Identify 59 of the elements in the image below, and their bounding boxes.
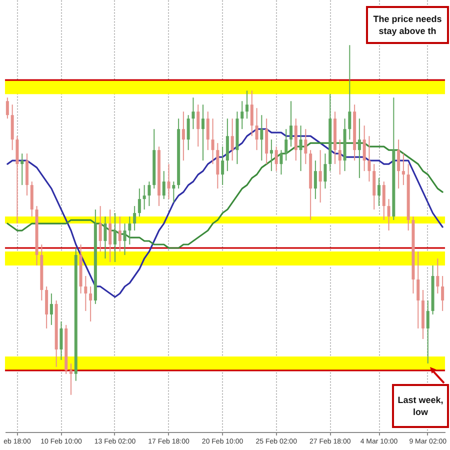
candlestick — [280, 150, 283, 176]
candlestick — [20, 153, 24, 186]
candlestick — [172, 181, 176, 204]
candlestick — [138, 188, 141, 218]
candlestick — [382, 181, 386, 221]
candlestick — [426, 300, 430, 364]
candlestick — [60, 320, 63, 360]
candlestick — [128, 216, 132, 246]
candlestick — [441, 275, 444, 312]
candlestick — [70, 362, 72, 396]
candlestick — [84, 275, 88, 312]
candlestick — [416, 251, 420, 329]
candlestick — [142, 184, 146, 210]
candlestick — [182, 111, 185, 162]
candlestick — [192, 97, 195, 130]
candlestick — [202, 104, 204, 162]
candlestick — [123, 223, 126, 256]
candlestick — [211, 118, 214, 165]
candlestick — [299, 125, 302, 172]
candlestick — [167, 164, 170, 200]
candlestick — [230, 118, 234, 162]
candlestick — [240, 100, 244, 130]
candlestick — [270, 139, 273, 172]
candlestick — [162, 170, 166, 200]
candlestick — [314, 160, 317, 200]
candlestick — [274, 146, 278, 172]
candlestick — [362, 125, 366, 172]
candlestick — [6, 97, 9, 120]
candlestick — [358, 118, 361, 179]
candlestick — [304, 128, 308, 165]
candlestick — [89, 286, 92, 322]
candlestick — [324, 153, 327, 190]
candlestick — [114, 212, 116, 262]
candlestick — [196, 104, 200, 148]
candlestick — [260, 114, 264, 162]
candlestick — [436, 258, 440, 294]
candlestick — [318, 150, 322, 204]
candlestick — [397, 139, 400, 190]
candlestick — [206, 111, 210, 151]
candlestick — [186, 114, 190, 151]
candlestick — [255, 108, 258, 151]
candlestick — [290, 100, 292, 148]
candlestick — [133, 206, 136, 232]
candlestick — [368, 136, 371, 182]
candlestick — [118, 216, 122, 252]
candlestick — [284, 128, 288, 162]
candlestick — [402, 153, 405, 186]
candlestick — [338, 139, 342, 176]
candlestick — [98, 206, 102, 252]
candlestick — [148, 181, 151, 207]
candlestick — [104, 216, 107, 259]
candlestick — [246, 90, 248, 120]
candlestick — [348, 44, 352, 140]
candlestick — [221, 146, 224, 186]
candlestick — [108, 209, 112, 262]
candlestick — [250, 90, 254, 137]
candlestick — [50, 292, 53, 326]
candlestick — [378, 178, 380, 207]
candlestick — [387, 198, 390, 232]
